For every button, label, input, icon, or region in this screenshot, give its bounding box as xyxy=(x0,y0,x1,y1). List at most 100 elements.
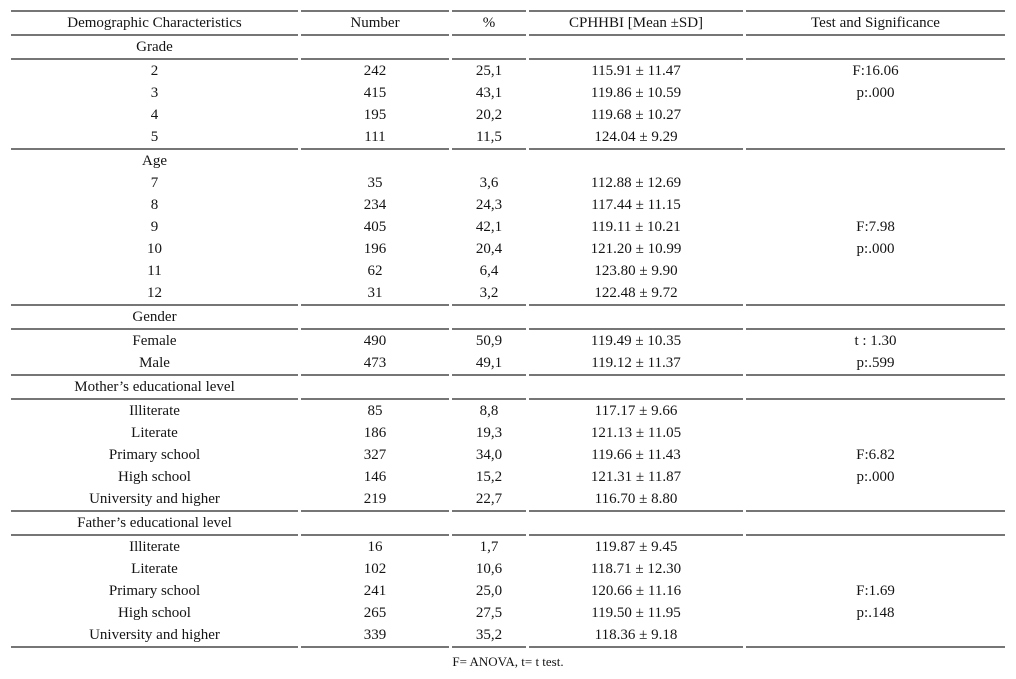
page: Demographic Characteristics Number % CPH… xyxy=(0,10,1016,679)
table-row: 7 35 3,6 112.88 ± 12.69 xyxy=(11,172,1005,194)
row-label-cell: 8 xyxy=(150,197,159,213)
row-label-cell: 5 xyxy=(11,126,298,150)
table-row: Male 473 49,1 119.12 ± 11.37 p:.599 xyxy=(11,352,1005,376)
percent-cell: 20,4 xyxy=(475,241,503,257)
demographics-table: Demographic Characteristics Number % CPH… xyxy=(8,10,1008,648)
table-row: 8 234 24,3 117.44 ± 11.15 xyxy=(11,194,1005,216)
table-body: Grade 2 242 25,1 115.91 ± 11.47 F:16.06 3 415 43… xyxy=(11,36,1005,648)
test-cell xyxy=(746,194,1005,216)
number-cell: 102 xyxy=(363,561,387,577)
empty-cell xyxy=(452,150,526,172)
section-label-row: Father’s educational level xyxy=(11,512,1005,536)
row-label-cell: 10 xyxy=(147,241,162,257)
row-label-cell: Female xyxy=(132,333,177,349)
row-label-cell: 12 xyxy=(11,282,298,306)
test-cell: p:.000 xyxy=(856,469,895,485)
empty-cell xyxy=(301,512,449,536)
number-cell: 265 xyxy=(363,605,387,621)
header-cphhbi-mean-sd: CPHHBI [Mean ±SD] xyxy=(529,10,743,36)
table-row: Female 490 50,9 119.49 ± 10.35 t : 1.30 xyxy=(11,330,1005,352)
percent-cell: 27,5 xyxy=(475,605,503,621)
test-cell xyxy=(746,422,1005,444)
table-row: 11 62 6,4 123.80 ± 9.90 xyxy=(11,260,1005,282)
percent-cell: 11,5 xyxy=(452,126,526,150)
percent-cell: 35,2 xyxy=(452,624,526,648)
cphhbi-cell: 119.12 ± 11.37 xyxy=(529,352,743,376)
cphhbi-cell: 119.50 ± 11.95 xyxy=(591,605,681,621)
percent-cell: 20,2 xyxy=(475,107,503,123)
test-cell: p:.148 xyxy=(856,605,895,621)
test-cell xyxy=(746,488,1005,512)
row-label-cell: Illiterate xyxy=(129,403,180,419)
test-cell xyxy=(746,282,1005,306)
table-row: Primary school 327 34,0 119.66 ± 11.43 F:6.8… xyxy=(11,444,1005,466)
percent-cell: 34,0 xyxy=(475,447,503,463)
number-cell: 85 xyxy=(367,403,383,419)
number-cell: 241 xyxy=(363,583,387,599)
empty-cell xyxy=(452,306,526,330)
cphhbi-cell: 119.11 ± 10.21 xyxy=(591,219,681,235)
test-cell: p:.000 xyxy=(856,241,895,257)
number-cell: 415 xyxy=(363,85,387,101)
table-row: High school 146 15,2 121.31 ± 11.87 p:.000 xyxy=(11,466,1005,488)
section-label-row: Age xyxy=(11,150,1005,172)
header-row: Demographic Characteristics Number % CPH… xyxy=(11,10,1005,36)
empty-cell xyxy=(746,376,1005,400)
number-cell: 195 xyxy=(363,107,387,123)
row-label-cell: Literate xyxy=(131,425,178,441)
table-row: 10 196 20,4 121.20 ± 10.99 p:.000 xyxy=(11,238,1005,260)
row-label-cell: Male xyxy=(11,352,298,376)
cphhbi-cell: 119.87 ± 9.45 xyxy=(594,539,678,555)
empty-cell xyxy=(529,306,743,330)
number-cell: 327 xyxy=(363,447,387,463)
number-cell: 219 xyxy=(301,488,449,512)
test-cell xyxy=(746,260,1005,282)
percent-cell: 6,4 xyxy=(479,263,499,279)
cphhbi-cell: 122.48 ± 9.72 xyxy=(529,282,743,306)
empty-cell xyxy=(529,150,743,172)
empty-cell xyxy=(529,376,743,400)
cphhbi-cell: 119.66 ± 11.43 xyxy=(591,447,681,463)
number-cell: 146 xyxy=(363,469,387,485)
row-label-cell: Primary school xyxy=(108,447,201,463)
row-label-cell: University and higher xyxy=(11,624,298,648)
header-test-and-significance: Test and Significance xyxy=(746,10,1005,36)
test-cell xyxy=(746,558,1005,580)
number-cell: 31 xyxy=(301,282,449,306)
table-row: 9 405 42,1 119.11 ± 10.21 F:7.98 xyxy=(11,216,1005,238)
row-label-cell: 9 xyxy=(150,219,159,235)
percent-cell: 3,6 xyxy=(479,175,499,191)
percent-cell: 1,7 xyxy=(479,539,499,555)
test-cell: F:6.82 xyxy=(856,447,895,463)
percent-cell: 24,3 xyxy=(475,197,503,213)
cphhbi-cell: 115.91 ± 11.47 xyxy=(591,63,681,79)
test-cell xyxy=(746,400,1005,422)
header-number: Number xyxy=(301,10,449,36)
row-label-cell: 3 xyxy=(150,85,159,101)
percent-cell: 19,3 xyxy=(475,425,503,441)
test-cell xyxy=(746,536,1005,558)
percent-cell: 42,1 xyxy=(475,219,503,235)
empty-cell xyxy=(452,36,526,60)
test-cell: p:.000 xyxy=(856,85,895,101)
row-label-cell: 2 xyxy=(150,63,159,79)
cphhbi-cell: 124.04 ± 9.29 xyxy=(529,126,743,150)
percent-cell: 22,7 xyxy=(452,488,526,512)
table-row: 12 31 3,2 122.48 ± 9.72 xyxy=(11,282,1005,306)
number-cell: 473 xyxy=(301,352,449,376)
empty-cell xyxy=(746,512,1005,536)
number-cell: 196 xyxy=(363,241,387,257)
test-cell: p:.599 xyxy=(746,352,1005,376)
number-cell: 234 xyxy=(363,197,387,213)
percent-cell: 49,1 xyxy=(452,352,526,376)
test-cell: F:7.98 xyxy=(856,219,895,235)
percent-cell: 8,8 xyxy=(479,403,499,419)
section-label-cell: Gender xyxy=(11,306,298,330)
section-label-cell: Mother’s educational level xyxy=(11,376,298,400)
section-label-row: Gender xyxy=(11,306,1005,330)
cphhbi-cell: 123.80 ± 9.90 xyxy=(594,263,678,279)
row-label-cell: University and higher xyxy=(11,488,298,512)
table-row: University and higher 339 35,2 118.36 ± 9.1… xyxy=(11,624,1005,648)
empty-cell xyxy=(746,150,1005,172)
cphhbi-cell: 116.70 ± 8.80 xyxy=(529,488,743,512)
